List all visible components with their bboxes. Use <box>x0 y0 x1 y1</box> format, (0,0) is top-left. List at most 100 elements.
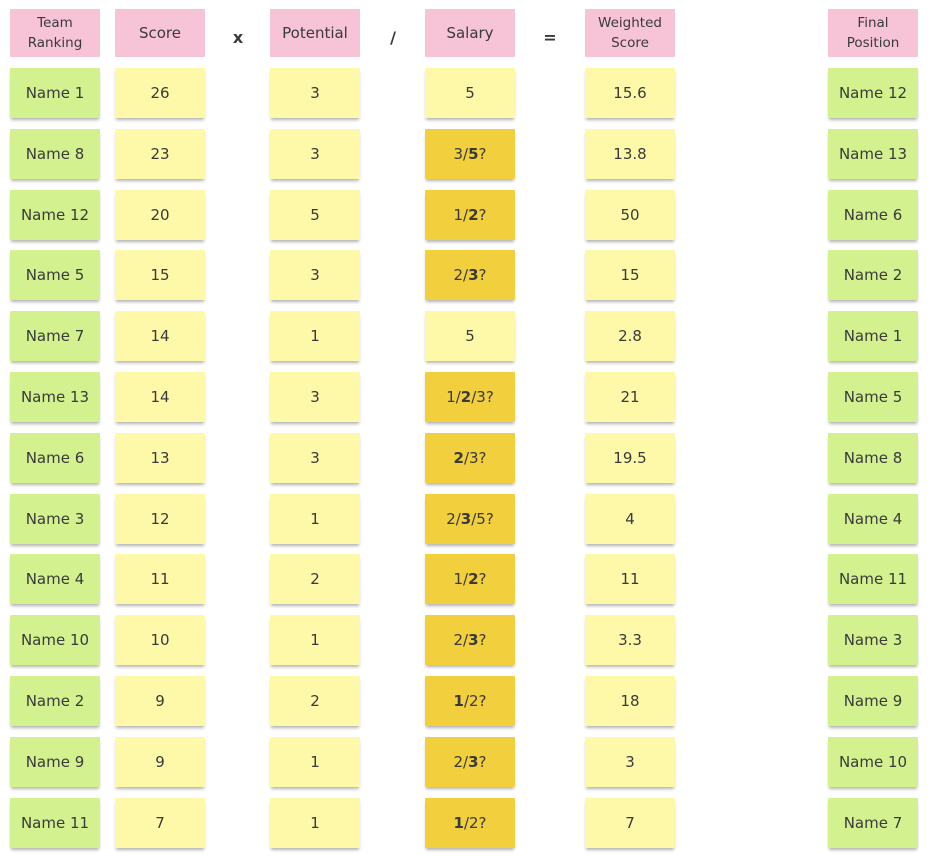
salary-note[interactable]: 2/3? <box>425 433 515 483</box>
final-position-note[interactable]: Name 8 <box>828 433 918 483</box>
weighted-score-note-text: 13.8 <box>613 144 647 163</box>
potential-note[interactable]: 3 <box>270 250 360 300</box>
salary-note[interactable]: 2/3? <box>425 250 515 300</box>
weighted-score-note[interactable]: 11 <box>585 554 675 604</box>
score-note[interactable]: 9 <box>115 737 205 787</box>
header-potential[interactable]: Potential <box>270 9 360 57</box>
final-position-note[interactable]: Name 3 <box>828 615 918 665</box>
salary-note[interactable]: 5 <box>425 311 515 361</box>
potential-note[interactable]: 1 <box>270 311 360 361</box>
score-note[interactable]: 11 <box>115 554 205 604</box>
team-ranking-note[interactable]: Name 10 <box>10 615 100 665</box>
final-position-note[interactable]: Name 2 <box>828 250 918 300</box>
final-position-note[interactable]: Name 5 <box>828 372 918 422</box>
potential-note[interactable]: 1 <box>270 737 360 787</box>
score-note[interactable]: 10 <box>115 615 205 665</box>
salary-note-text: 1/2/3? <box>446 388 494 407</box>
salary-note[interactable]: 2/3? <box>425 615 515 665</box>
team-ranking-note-text: Name 4 <box>25 569 85 588</box>
score-note[interactable]: 9 <box>115 676 205 726</box>
salary-note[interactable]: 2/3/5? <box>425 494 515 544</box>
salary-note[interactable]: 3/5? <box>425 129 515 179</box>
header-team-ranking[interactable]: Team Ranking <box>10 9 100 57</box>
team-ranking-note[interactable]: Name 13 <box>10 372 100 422</box>
weighted-score-note-text: 50 <box>620 205 640 224</box>
potential-note[interactable]: 3 <box>270 433 360 483</box>
salary-note[interactable]: 1/2? <box>425 676 515 726</box>
score-note[interactable]: 14 <box>115 372 205 422</box>
weighted-score-note[interactable]: 2.8 <box>585 311 675 361</box>
header-salary[interactable]: Salary <box>425 9 515 57</box>
salary-note-text: 1/2? <box>454 814 487 833</box>
potential-note[interactable]: 2 <box>270 676 360 726</box>
salary-segment: 5 <box>465 83 475 102</box>
salary-note[interactable]: 2/3? <box>425 737 515 787</box>
team-ranking-note[interactable]: Name 6 <box>10 433 100 483</box>
score-note[interactable]: 15 <box>115 250 205 300</box>
score-note[interactable]: 7 <box>115 798 205 848</box>
header-final-position[interactable]: Final Position <box>828 9 918 57</box>
score-note-text: 10 <box>150 630 170 649</box>
header-score[interactable]: Score <box>115 9 205 57</box>
final-position-note[interactable]: Name 12 <box>828 68 918 118</box>
team-ranking-note[interactable]: Name 8 <box>10 129 100 179</box>
final-position-note-text: Name 8 <box>843 448 903 467</box>
weighted-score-note[interactable]: 18 <box>585 676 675 726</box>
final-position-note[interactable]: Name 11 <box>828 554 918 604</box>
final-position-note[interactable]: Name 4 <box>828 494 918 544</box>
team-ranking-note[interactable]: Name 2 <box>10 676 100 726</box>
final-position-note-text: Name 9 <box>843 691 903 710</box>
divide-operator: / <box>390 28 396 47</box>
potential-note[interactable]: 3 <box>270 129 360 179</box>
weighted-score-note[interactable]: 19.5 <box>585 433 675 483</box>
weighted-score-note[interactable]: 21 <box>585 372 675 422</box>
final-position-note[interactable]: Name 7 <box>828 798 918 848</box>
header-weighted-score[interactable]: Weighted Score <box>585 9 675 57</box>
potential-note[interactable]: 3 <box>270 68 360 118</box>
team-ranking-note[interactable]: Name 1 <box>10 68 100 118</box>
score-note[interactable]: 13 <box>115 433 205 483</box>
team-ranking-note[interactable]: Name 7 <box>10 311 100 361</box>
potential-note[interactable]: 1 <box>270 615 360 665</box>
final-position-note[interactable]: Name 1 <box>828 311 918 361</box>
weighted-score-note[interactable]: 15 <box>585 250 675 300</box>
score-note[interactable]: 26 <box>115 68 205 118</box>
salary-note[interactable]: 1/2? <box>425 190 515 240</box>
score-note[interactable]: 14 <box>115 311 205 361</box>
score-note[interactable]: 20 <box>115 190 205 240</box>
salary-note[interactable]: 5 <box>425 68 515 118</box>
final-position-note[interactable]: Name 9 <box>828 676 918 726</box>
weighted-score-note[interactable]: 3 <box>585 737 675 787</box>
score-note[interactable]: 12 <box>115 494 205 544</box>
final-position-note-text: Name 3 <box>843 630 903 649</box>
salary-note[interactable]: 1/2? <box>425 798 515 848</box>
salary-note[interactable]: 1/2? <box>425 554 515 604</box>
potential-note[interactable]: 1 <box>270 494 360 544</box>
salary-segment: ? <box>478 265 487 284</box>
team-ranking-note-text: Name 13 <box>20 387 90 406</box>
final-position-note[interactable]: Name 6 <box>828 190 918 240</box>
team-ranking-note[interactable]: Name 12 <box>10 190 100 240</box>
salary-note-text: 2/3? <box>453 266 486 285</box>
potential-note-text: 2 <box>310 691 320 710</box>
team-ranking-note[interactable]: Name 9 <box>10 737 100 787</box>
team-ranking-note[interactable]: Name 11 <box>10 798 100 848</box>
potential-note[interactable]: 2 <box>270 554 360 604</box>
potential-note-text: 1 <box>310 326 320 345</box>
weighted-score-note[interactable]: 7 <box>585 798 675 848</box>
weighted-score-note[interactable]: 4 <box>585 494 675 544</box>
weighted-score-note[interactable]: 3.3 <box>585 615 675 665</box>
salary-note[interactable]: 1/2/3? <box>425 372 515 422</box>
score-note[interactable]: 23 <box>115 129 205 179</box>
final-position-note[interactable]: Name 10 <box>828 737 918 787</box>
potential-note[interactable]: 5 <box>270 190 360 240</box>
weighted-score-note[interactable]: 50 <box>585 190 675 240</box>
final-position-note[interactable]: Name 13 <box>828 129 918 179</box>
weighted-score-note[interactable]: 15.6 <box>585 68 675 118</box>
potential-note[interactable]: 3 <box>270 372 360 422</box>
team-ranking-note[interactable]: Name 3 <box>10 494 100 544</box>
team-ranking-note[interactable]: Name 4 <box>10 554 100 604</box>
weighted-score-note[interactable]: 13.8 <box>585 129 675 179</box>
potential-note[interactable]: 1 <box>270 798 360 848</box>
team-ranking-note[interactable]: Name 5 <box>10 250 100 300</box>
